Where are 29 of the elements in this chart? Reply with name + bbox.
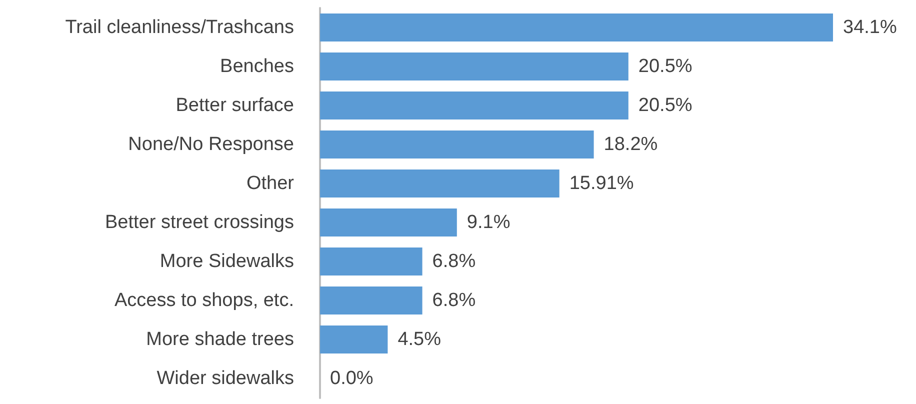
y-tick-label: More Sidewalks [160,251,294,272]
y-tick-label: Better surface [176,95,294,116]
bar [320,169,560,198]
bar [320,286,422,315]
y-tick-label: None/No Response [128,134,294,155]
bar [320,13,833,42]
data-label: 20.5% [638,56,692,77]
y-tick-label: Better street crossings [104,212,294,233]
y-tick-label: Trail cleanliness/Trashcans [65,17,294,38]
data-label: 0.0% [330,368,374,389]
bar [320,208,457,237]
y-tick-label: Wider sidewalks [156,368,294,389]
data-label: 6.8% [432,251,476,272]
y-tick-label: Other [246,173,295,194]
data-label: 4.5% [398,329,442,350]
data-label: 9.1% [466,212,510,233]
y-tick-label: More shade trees [146,329,294,350]
data-label: 20.5% [638,95,692,116]
bar [320,130,594,159]
bar [320,247,422,276]
data-label: 15.91% [569,173,634,194]
bar [320,325,388,354]
y-tick-label: Access to shops, etc. [114,290,294,311]
bar [320,52,628,81]
data-label: 18.2% [604,134,658,155]
data-label: 6.8% [432,290,476,311]
y-tick-label: Benches [220,56,294,77]
data-label: 34.1% [843,17,897,38]
bar [320,91,628,120]
